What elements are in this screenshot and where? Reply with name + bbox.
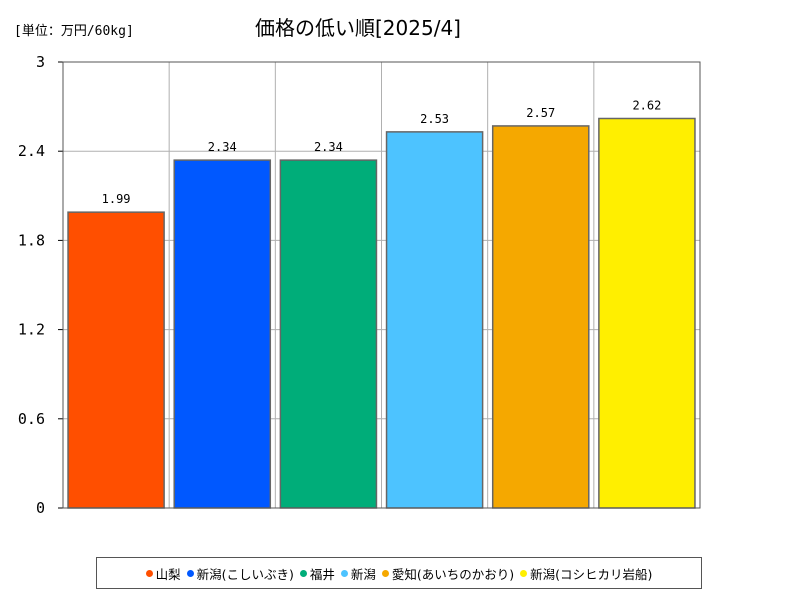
unit-label: [単位：万円/60kg] (14, 24, 134, 39)
legend-item: 新潟(こしいぶき) (186, 564, 294, 583)
y-tick-label: 0.6 (18, 410, 45, 428)
legend-swatch (145, 569, 153, 577)
y-tick-label: 1.2 (18, 321, 45, 339)
y-tick-label: 1.8 (18, 231, 45, 249)
data-label: 2.34 (208, 140, 237, 154)
legend-swatch (186, 569, 194, 577)
legend-swatch (381, 569, 389, 577)
bars (67, 117, 696, 509)
y-tick-label: 2.4 (18, 142, 45, 160)
data-label: 2.57 (526, 106, 555, 120)
bar (279, 159, 378, 509)
legend-label: 福井 (309, 566, 335, 582)
data-label: 2.62 (632, 98, 661, 112)
legend-swatch (299, 569, 307, 577)
plot-frame (62, 61, 701, 509)
legend-item: 愛知(あいちのかおり) (381, 564, 515, 583)
legend-item: 福井 (299, 564, 335, 583)
legend-swatch (520, 569, 528, 577)
legend-label: 新潟(こしいぶき) (196, 566, 294, 582)
chart-title: 価格の低い順[2025/4] (255, 16, 461, 40)
legend-item: 新潟 (340, 564, 376, 583)
legend-swatch (340, 569, 348, 577)
bar (385, 131, 484, 509)
y-tick-label: 0 (36, 499, 45, 517)
y-tick-label: 3 (36, 53, 45, 71)
legend-label: 新潟 (350, 566, 376, 582)
bar (598, 117, 696, 509)
legend-label: 新潟(コシヒカリ岩船) (530, 566, 653, 582)
data-label: 1.99 (102, 192, 131, 206)
data-label: 2.53 (420, 112, 449, 126)
legend-item: 新潟(コシヒカリ岩船) (520, 564, 652, 583)
legend-item: 山梨 (145, 564, 181, 583)
legend: 山梨 新潟(こしいぶき) 福井 新潟 愛知(あいちのかおり) 新潟(コシヒカリ岩船) (96, 557, 702, 589)
bar (67, 211, 165, 509)
data-label: 2.34 (314, 140, 343, 154)
legend-label: 山梨 (155, 566, 181, 582)
bar (491, 125, 590, 509)
bar (173, 159, 272, 509)
labels: 0 0.6 1.2 1.8 2.4 3 1.99 2.34 2.34 2.53 2.57 2.62 (18, 53, 661, 517)
axes (58, 61, 701, 509)
legend-label: 愛知(あいちのかおり) (391, 566, 515, 582)
